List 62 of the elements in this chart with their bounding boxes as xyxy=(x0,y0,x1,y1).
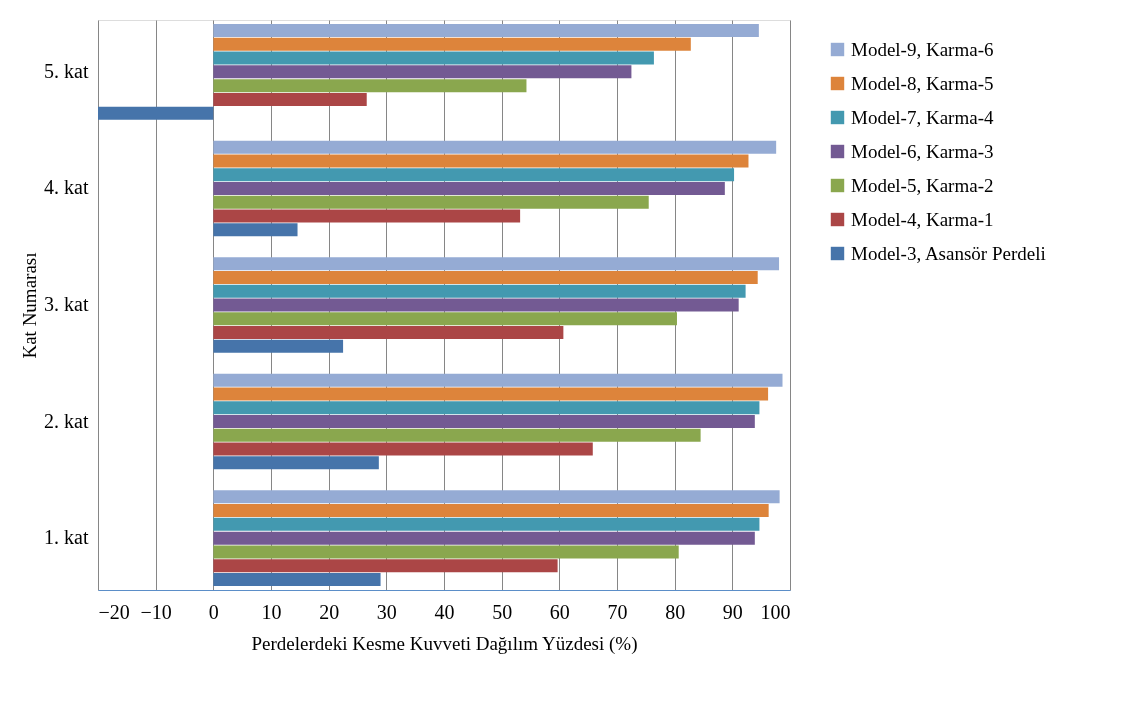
legend-label: Model-7, Karma-4 xyxy=(851,106,994,128)
legend-label: Model-6, Karma-3 xyxy=(851,140,994,162)
legend-label: Model-9, Karma-6 xyxy=(851,38,994,60)
y-tick-label: 4. kat xyxy=(44,176,89,199)
bar xyxy=(213,531,755,545)
bar xyxy=(213,140,777,154)
x-tick-label: −10 xyxy=(140,600,172,623)
bar xyxy=(213,326,564,340)
x-tick-label: −20 xyxy=(98,600,130,623)
bar xyxy=(213,490,780,504)
bar xyxy=(213,92,367,106)
bar xyxy=(213,401,760,415)
bar xyxy=(213,195,649,209)
bar xyxy=(213,545,679,559)
bar xyxy=(213,79,527,93)
y-tick-label: 2. kat xyxy=(44,409,89,432)
x-tick-label: 80 xyxy=(665,600,686,623)
x-tick-label: 60 xyxy=(549,600,570,623)
bar xyxy=(213,223,298,237)
bar xyxy=(213,428,701,442)
bar xyxy=(213,312,677,326)
bar xyxy=(213,504,769,518)
bar xyxy=(213,415,755,429)
bar xyxy=(98,106,214,120)
y-tick-label: 1. kat xyxy=(44,526,89,549)
x-tick-label: 10 xyxy=(261,600,282,623)
bar xyxy=(213,442,593,456)
bar xyxy=(213,65,632,79)
bar xyxy=(213,517,760,531)
y-tick-label: 3. kat xyxy=(44,293,89,315)
legend-label: Model-8, Karma-5 xyxy=(851,72,994,94)
x-tick-label: 40 xyxy=(434,600,455,623)
bar xyxy=(213,339,344,353)
bar xyxy=(213,559,558,573)
bar xyxy=(213,373,783,387)
legend-label: Model-5, Karma-2 xyxy=(851,174,994,196)
bar xyxy=(213,181,725,195)
bar xyxy=(213,168,735,182)
x-axis-title: Perdelerdeki Kesme Kuvveti Dağılım Yüzdesi (%) xyxy=(251,632,638,655)
x-tick-label: 70 xyxy=(607,600,628,623)
bar xyxy=(213,24,759,38)
x-tick-label: 0 xyxy=(208,600,219,623)
bar xyxy=(213,257,780,271)
x-tick-label: 100 xyxy=(760,600,791,623)
bar xyxy=(213,456,379,470)
x-tick-label: 50 xyxy=(492,600,513,623)
bar xyxy=(213,572,381,586)
bar xyxy=(213,37,691,51)
y-axis-title: Kat Numarası xyxy=(19,252,41,359)
bar xyxy=(213,298,739,312)
bar xyxy=(213,154,749,168)
x-tick-label: 90 xyxy=(722,600,743,623)
x-tick-label: 20 xyxy=(319,600,340,623)
bar xyxy=(213,284,746,298)
y-tick-label: 5. kat xyxy=(44,59,89,82)
bar xyxy=(213,387,769,401)
x-tick-label: 30 xyxy=(376,600,397,623)
bar xyxy=(213,51,654,65)
legend-label: Model-4, Karma-1 xyxy=(851,208,994,230)
bar xyxy=(213,270,758,284)
legend-label: Model-3, Asansör Perdeli xyxy=(851,242,1046,264)
bar xyxy=(213,209,521,223)
